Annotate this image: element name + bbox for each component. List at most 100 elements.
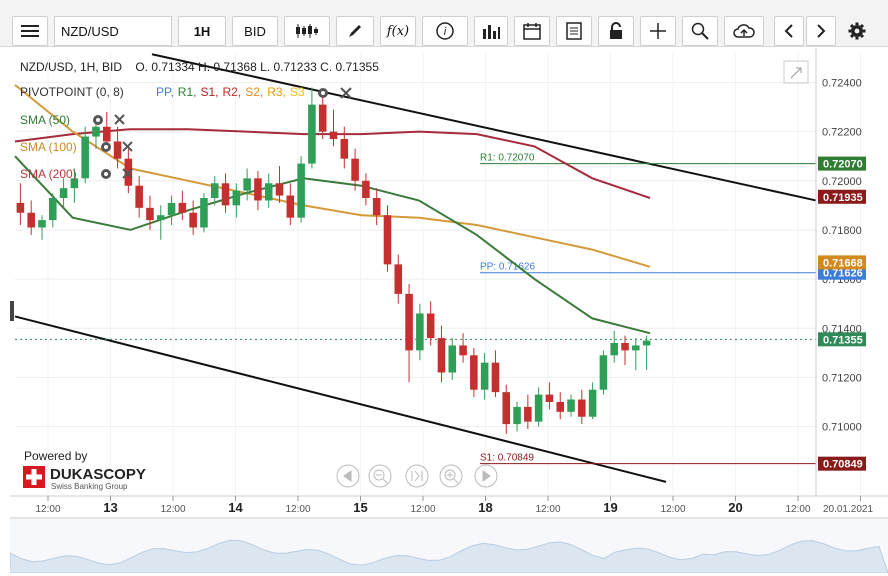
pivot-label-r1: R1: 0.72070: [480, 153, 535, 164]
candle-body: [178, 202, 187, 213]
candle-body: [534, 394, 543, 422]
candle-body: [448, 345, 457, 373]
pivot-legend-item: PP,: [156, 85, 174, 99]
price-badge: [818, 332, 866, 347]
info-icon[interactable]: i: [422, 16, 468, 46]
close-icon[interactable]: [122, 141, 133, 152]
candle-body: [92, 126, 100, 137]
calendar-icon[interactable]: [514, 16, 550, 46]
expand-icon[interactable]: [783, 60, 809, 84]
pivot-levels: R1: 0.72070 PP: 0.71626 S1: 0.70849: [15, 153, 816, 465]
ohlc-readout: NZD/USD, 1H, BID O. 0.71334 H. 0.71368 L…: [20, 60, 379, 74]
y-tick-label: 0.72400: [822, 77, 862, 89]
pivot-legend-item: S1,: [200, 85, 218, 99]
candle-body: [59, 188, 68, 198]
x-tick-label: 12:00: [160, 504, 185, 515]
candle-body: [567, 399, 575, 412]
sma-legend: SMA (50) SMA (100) SMA (200): [20, 113, 133, 181]
candle-body: [286, 195, 295, 218]
x-tick-label: 20: [728, 500, 742, 515]
candle-body: [318, 104, 327, 132]
pivot-label-pp: PP: 0.71626: [480, 262, 535, 273]
candle-body: [642, 340, 651, 346]
price-chart[interactable]: R1: 0.72070 PP: 0.71626 S1: 0.70849 0.7100…: [9, 48, 888, 574]
timeframe-label: 1H: [193, 23, 211, 39]
navigator-area[interactable]: [9, 539, 888, 574]
symbol-input[interactable]: [54, 16, 172, 46]
price-badge-text: 0.71935: [823, 192, 863, 204]
candle-body: [243, 178, 251, 191]
x-tick-label: 18: [478, 500, 492, 515]
price-type-label: BID: [244, 23, 266, 39]
candle-body: [329, 131, 338, 140]
x-axis: 12:00 13 12:00 14 12:00 15 12:00 18 12:00 19 12:00…: [10, 495, 888, 515]
y-axis: 0.710000.712000.714000.716000.718000.720…: [815, 48, 862, 496]
pivot-legend-items: PP, R1, S1, R2, S2, R3, S3: [156, 85, 305, 99]
x-tick-label: 12:00: [35, 504, 60, 515]
candle-body: [146, 207, 154, 221]
gear-icon[interactable]: [842, 16, 872, 46]
zoom-out-button[interactable]: [368, 464, 392, 488]
x-tick-label: 12:00: [660, 504, 685, 515]
candle-body: [480, 362, 489, 390]
price-badges: 0.72070 0.71626 0.70849 0.71935 0.71668 0.713…: [818, 156, 866, 471]
hamburger-icon[interactable]: [12, 16, 48, 46]
cloud-upload-icon[interactable]: [724, 16, 764, 46]
pencil-icon[interactable]: [336, 16, 374, 46]
resize-handle[interactable]: [10, 301, 14, 321]
reset-zoom-button[interactable]: [405, 464, 429, 488]
candle-body: [491, 362, 500, 393]
candle-body: [308, 104, 316, 164]
price-badge-text: 0.71626: [823, 268, 863, 280]
gear-icon[interactable]: [101, 169, 111, 179]
candle-body: [405, 293, 413, 351]
x-tick-label: 12:00: [785, 504, 810, 515]
close-icon[interactable]: [340, 87, 352, 99]
sma-line: [14, 155, 651, 335]
price-type-button[interactable]: BID: [232, 16, 278, 46]
candle-body: [545, 394, 554, 402]
brand-tagline: Swiss Banking Group: [51, 482, 128, 491]
gear-icon[interactable]: [101, 142, 111, 152]
zoom-in-button[interactable]: [439, 464, 463, 488]
dukascopy-logo: Powered by DUKASCOPY Swiss Banking Group: [23, 449, 146, 491]
candle-body: [81, 136, 89, 179]
close-icon[interactable]: [114, 114, 125, 125]
lock-icon[interactable]: [598, 16, 634, 46]
candle-body: [556, 401, 565, 412]
gear-icon[interactable]: [93, 115, 103, 125]
sma-legend-label: SMA (50): [20, 113, 70, 127]
candle-body: [70, 178, 79, 189]
candle-body: [167, 202, 176, 216]
candle-body: [297, 163, 305, 218]
candle-body: [254, 178, 262, 201]
y-tick-label: 0.71800: [822, 225, 862, 237]
chart-area[interactable]: R1: 0.72070 PP: 0.71626 S1: 0.70849 0.7100…: [9, 48, 888, 574]
candle-body: [437, 338, 446, 373]
chevron-right-icon[interactable]: [806, 16, 836, 46]
candle-body: [27, 212, 35, 228]
candle-body: [513, 406, 521, 425]
gear-icon[interactable]: [318, 88, 328, 98]
candle-body: [264, 183, 273, 201]
candle-body: [340, 139, 349, 159]
candles-icon[interactable]: [284, 16, 330, 46]
lower-channel-line: [14, 315, 667, 483]
candle-body: [470, 355, 478, 390]
candle-body: [362, 180, 370, 198]
scroll-right-button[interactable]: [474, 464, 498, 488]
candle-body: [189, 212, 197, 228]
price-badge-text: 0.70849: [823, 459, 863, 471]
crosshair-icon[interactable]: [640, 16, 676, 46]
x-tick-label: 15: [353, 500, 367, 515]
report-icon[interactable]: [556, 16, 592, 46]
powered-by: Powered by: [24, 449, 87, 463]
zoom-icon[interactable]: [682, 16, 718, 46]
scroll-left-button[interactable]: [336, 464, 360, 488]
bar-chart-icon[interactable]: [474, 16, 508, 46]
chevron-left-icon[interactable]: [774, 16, 804, 46]
close-icon[interactable]: [122, 168, 133, 179]
pivot-legend-item: S3: [290, 85, 305, 99]
function-icon[interactable]: f(x): [380, 16, 416, 46]
timeframe-button[interactable]: 1H: [178, 16, 226, 46]
